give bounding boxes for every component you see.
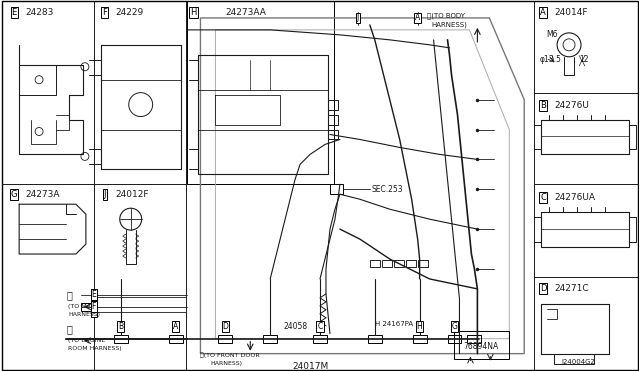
Bar [413,335,427,343]
Bar [382,260,392,267]
Text: 24012F: 24012F [116,190,149,199]
Text: 24271C: 24271C [554,284,589,294]
Text: J: J [104,190,106,199]
Bar [81,303,95,311]
Text: ⓓ: ⓓ [67,290,73,300]
Text: G: G [452,322,458,331]
Text: H: H [417,322,422,331]
Text: 12: 12 [579,55,589,64]
Text: D: D [540,284,547,294]
Bar [263,335,277,343]
Text: φ13.5: φ13.5 [539,55,561,64]
Text: 24273AA: 24273AA [225,9,266,17]
Text: C: C [540,193,546,202]
Bar [370,260,380,267]
Text: H 24167PA: H 24167PA [375,321,413,327]
Text: 24058: 24058 [283,322,307,331]
Bar [114,335,128,343]
Text: B: B [540,101,546,110]
Text: (TO ENGINE: (TO ENGINE [68,338,105,343]
Text: A: A [540,9,546,17]
Bar [394,260,404,267]
Text: 24276U: 24276U [554,101,589,110]
Text: ⓓ: ⓓ [67,324,73,334]
Text: G: G [11,190,17,199]
Bar [218,335,232,343]
Text: 24283: 24283 [25,9,54,17]
Bar [313,335,327,343]
Text: 24276UA: 24276UA [554,193,595,202]
Text: E: E [12,9,17,17]
Text: 24273A: 24273A [25,190,60,199]
Text: J: J [356,13,359,22]
Text: ⓓ(TO FRONT DOOR: ⓓ(TO FRONT DOOR [200,353,260,359]
Bar [330,184,343,194]
Bar [454,331,509,359]
Text: D: D [223,322,228,331]
Bar [447,335,461,343]
Text: HARNESS): HARNESS) [431,22,467,28]
Text: E: E [92,291,96,299]
Text: J24004GZ: J24004GZ [562,359,596,365]
Text: HARNESS): HARNESS) [68,312,100,317]
Text: A: A [173,322,178,331]
Text: SEC.253: SEC.253 [372,185,403,194]
Text: 76894NA: 76894NA [464,342,499,351]
Text: B: B [118,322,124,331]
Bar [168,335,182,343]
Text: 24014F: 24014F [554,9,588,17]
Text: ROOM HARNESS): ROOM HARNESS) [68,346,122,351]
Bar [418,260,428,267]
Text: F: F [102,9,108,17]
Bar [368,335,382,343]
Text: M6: M6 [546,31,557,39]
Bar [467,335,481,343]
Text: 24017M: 24017M [292,362,328,371]
Text: H: H [190,9,196,17]
Text: C: C [317,322,323,331]
Text: 24229: 24229 [116,9,144,17]
Text: A: A [415,13,420,22]
Bar [406,260,415,267]
Text: F: F [92,307,96,316]
Text: ⓒ(TO BODY: ⓒ(TO BODY [427,13,465,19]
Text: E: E [92,292,96,301]
Text: F: F [92,302,96,311]
Bar [186,1,334,184]
Text: HARNESS): HARNESS) [211,361,243,366]
Text: (TO MAIN: (TO MAIN [68,304,97,310]
